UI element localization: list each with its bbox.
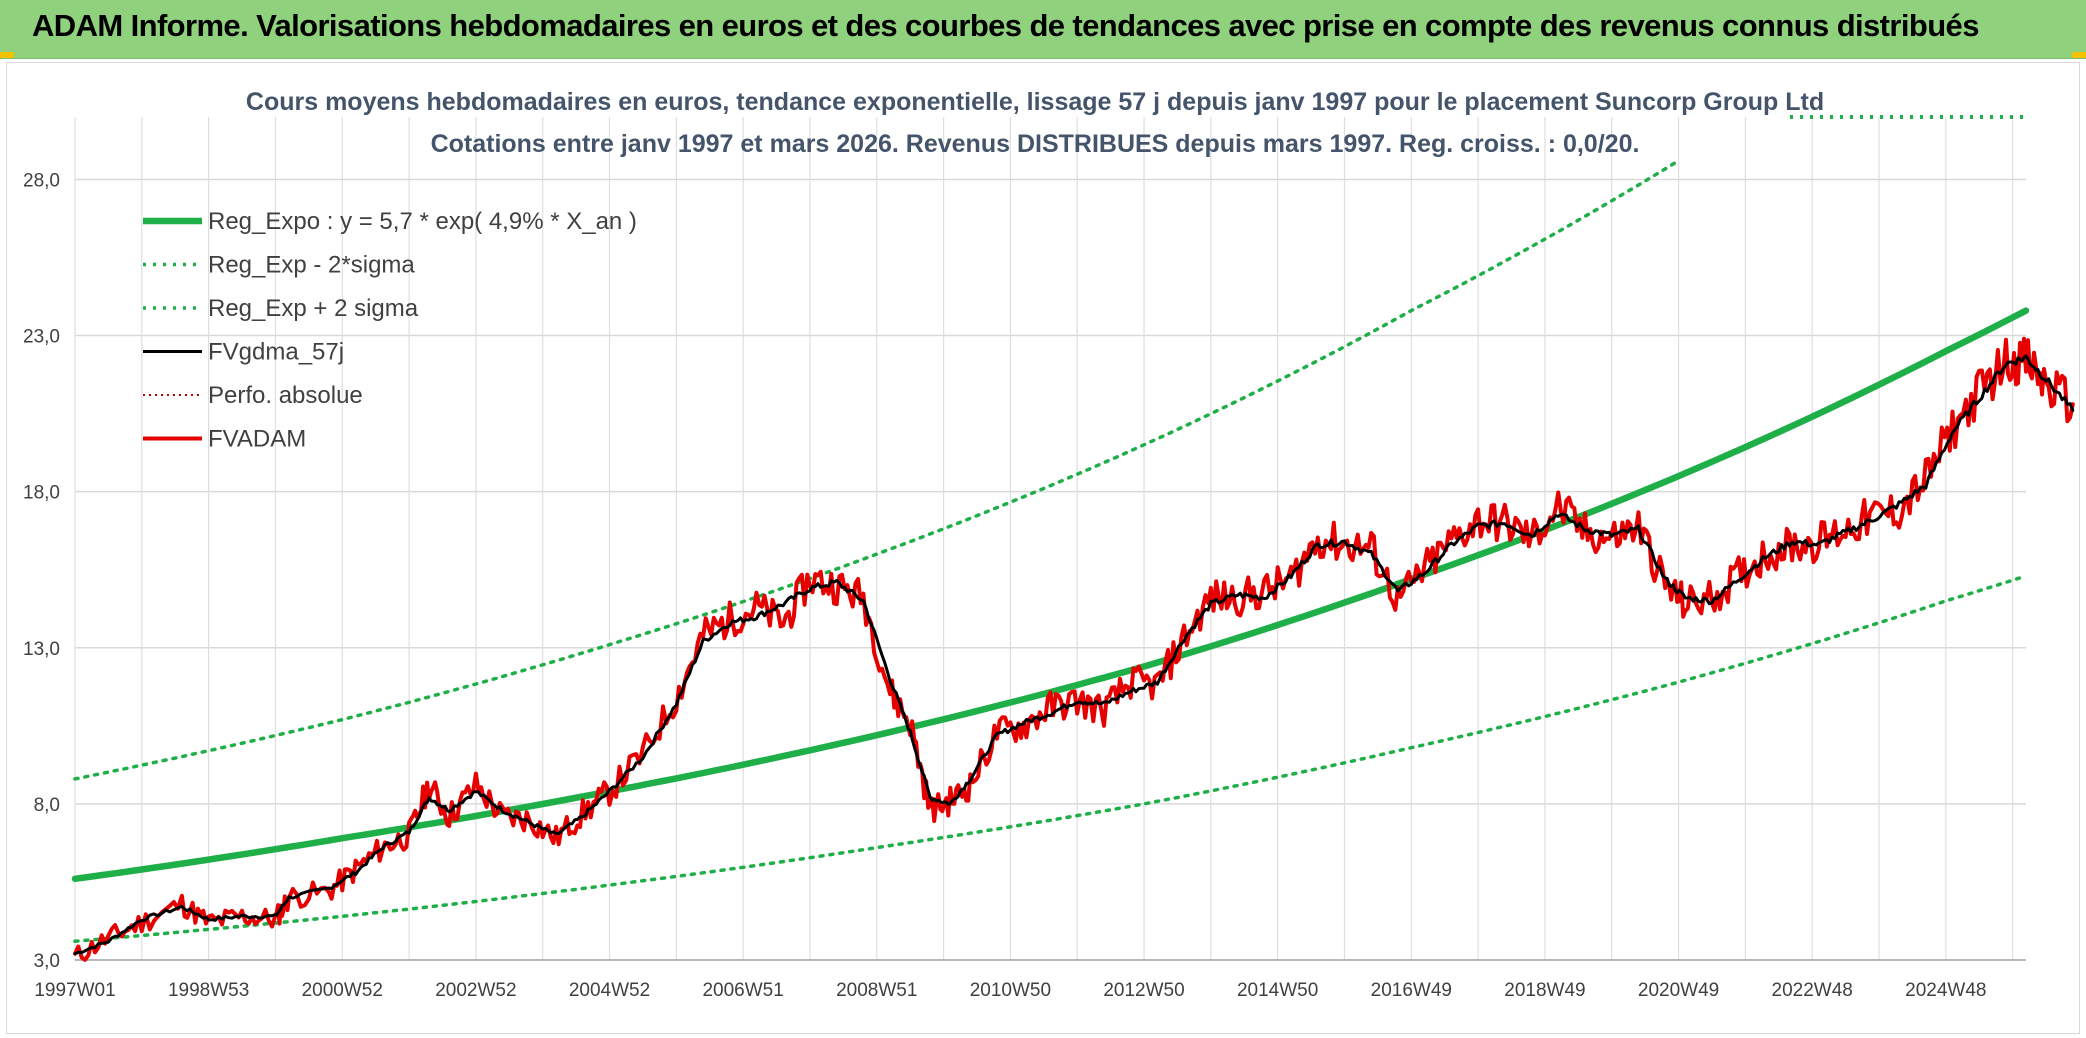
y-tick-label: 3,0	[34, 951, 60, 972]
legend-label: FVgdma_57j	[208, 339, 344, 366]
x-axis-ticks: 1997W01 1998W53 2000W52 2002W52 2004W52 2006W…	[34, 980, 1986, 1001]
x-tick-label: 2016W49	[1371, 980, 1452, 1001]
y-tick-label: 18,0	[23, 483, 60, 504]
y-tick-label: 13,0	[23, 639, 60, 660]
series-line-reg-exp-2-sigma	[73, 158, 1681, 781]
x-tick-label: 2002W52	[435, 980, 516, 1001]
y-tick-label: 8,0	[34, 795, 60, 816]
x-tick-label: 2014W50	[1237, 980, 1318, 1001]
series-line-reg-expo-y-5-7-exp-4-9-x-an	[71, 307, 2030, 883]
y-tick-label: 23,0	[23, 327, 60, 348]
series-group	[71, 158, 2075, 962]
corner-mark-right	[2072, 52, 2086, 58]
grid	[74, 117, 2026, 961]
corner-mark-left	[0, 52, 14, 58]
chart-subtitle-line2: Cotations entre janv 1997 et mars 2026. …	[431, 130, 1640, 158]
x-tick-label: 2012W50	[1103, 980, 1184, 1001]
x-tick-label: 2000W52	[302, 980, 383, 1001]
legend: Reg_Expo : y = 5,7 * exp( 4,9% * X_an ) R…	[143, 208, 637, 453]
y-tick-label: 28,0	[23, 170, 60, 191]
x-tick-label: 2004W52	[569, 980, 650, 1001]
x-tick-label: 2024W48	[1905, 980, 1986, 1001]
legend-label: Perfo. absolue	[208, 382, 363, 409]
legend-label: Reg_Exp - 2*sigma	[208, 252, 415, 279]
y-axis-ticks: 3,0 8,0 13,0 18,0 23,0 28,0	[23, 170, 60, 972]
x-tick-label: 2006W51	[702, 980, 783, 1001]
legend-label: FVADAM	[208, 426, 306, 453]
x-tick-label: 2018W49	[1504, 980, 1585, 1001]
chart-subtitle-line1: Cours moyens hebdomadaires en euros, ten…	[246, 88, 1824, 116]
x-tick-label: 2022W48	[1772, 980, 1853, 1001]
x-tick-label: 2008W51	[836, 980, 917, 1001]
chart-frame	[6, 62, 2080, 1034]
series-line-fvgdma-57j	[73, 354, 2075, 956]
page-title: ADAM Informe. Valorisations hebdomadaire…	[32, 8, 1979, 43]
legend-label: Reg_Expo : y = 5,7 * exp( 4,9% * X_an )	[208, 208, 637, 235]
x-tick-label: 1997W01	[34, 980, 115, 1001]
header-banner: ADAM Informe. Valorisations hebdomadaire…	[0, 0, 2086, 59]
x-tick-label: 2020W49	[1638, 980, 1719, 1001]
legend-label: Reg_Exp + 2 sigma	[208, 295, 419, 322]
series-line-reg-exp-2-sigma	[73, 574, 2028, 944]
x-tick-label: 1998W53	[168, 980, 249, 1001]
x-tick-label: 2010W50	[970, 980, 1051, 1001]
